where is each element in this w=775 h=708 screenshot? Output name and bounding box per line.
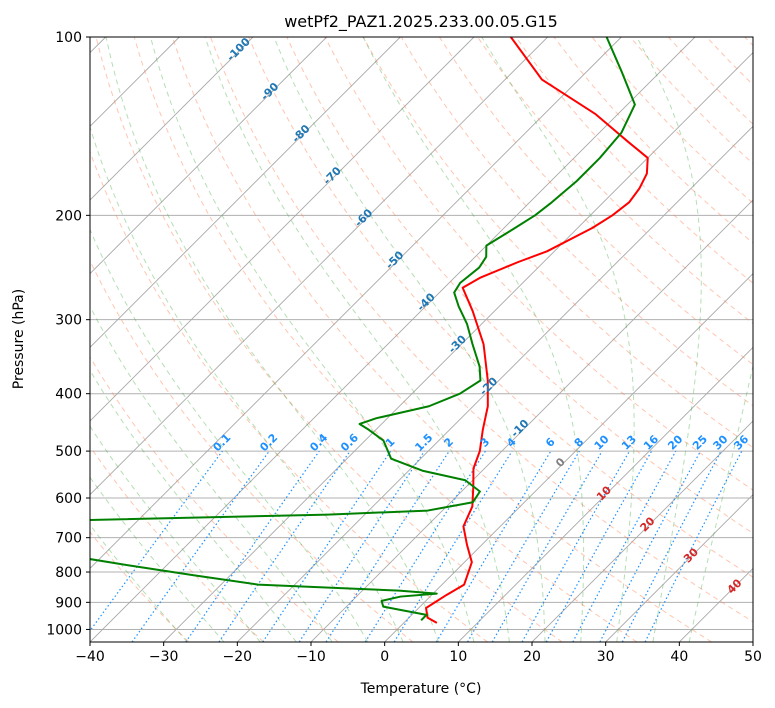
mixing-ratio-line xyxy=(131,450,270,642)
isotherm-gridline xyxy=(531,420,753,642)
moist-adiabat-line xyxy=(90,369,297,642)
temperature-profile-line xyxy=(425,37,649,624)
dry-adiabat-line xyxy=(248,37,753,578)
x-tick-label: 50 xyxy=(744,649,762,665)
x-tick-label: −30 xyxy=(149,649,179,665)
moist-adiabat-line xyxy=(481,37,635,642)
y-tick-label: 700 xyxy=(55,531,82,547)
dry-adiabat-line xyxy=(90,531,190,642)
mixing-ratio-line xyxy=(393,450,513,642)
moist-adiabat-line xyxy=(636,37,702,642)
dry-adiabat-line xyxy=(286,37,753,534)
isotherm-gridline xyxy=(384,273,753,642)
y-tick-label: 900 xyxy=(55,595,82,611)
moist-adiabat-line xyxy=(90,228,369,642)
isotherm-gridline xyxy=(90,37,254,201)
isotherm-gridline xyxy=(90,37,696,642)
moist-adiabat-line xyxy=(105,37,440,642)
x-axis-label: Temperature (°C) xyxy=(360,681,482,697)
x-tick-label: −10 xyxy=(296,649,326,665)
x-tick-label: −40 xyxy=(75,649,105,665)
isotherm-gridline xyxy=(90,37,622,569)
mixing-ratio-line xyxy=(572,450,677,642)
moist-adiabat-line xyxy=(90,476,225,642)
x-tick-label: −20 xyxy=(223,649,253,665)
y-tick-label: 100 xyxy=(55,30,82,46)
mixing-ratio-line xyxy=(262,450,392,642)
isotherm-gridline xyxy=(90,37,327,275)
dry-adiabat-line xyxy=(95,37,563,642)
moist-adiabat-line xyxy=(204,37,510,642)
mixing-ratio-line xyxy=(521,450,631,642)
dry-adiabat-line xyxy=(171,37,712,642)
dry-adiabat-line xyxy=(515,37,753,284)
isotherm-gridline xyxy=(237,125,753,642)
mixing-ratio-line xyxy=(325,450,450,642)
isotherm-gridline xyxy=(90,37,401,348)
isotherm-gridline xyxy=(458,346,753,642)
dry-adiabat-line xyxy=(400,37,753,407)
dry-adiabat-line xyxy=(90,445,264,642)
mixing-ratio-line xyxy=(644,450,743,642)
x-tick-label: 20 xyxy=(523,649,541,665)
chart-title: wetPf2_PAZ1.2025.233.00.05.G15 xyxy=(284,12,558,32)
y-tick-label: 600 xyxy=(55,491,82,507)
dry-adiabat-line xyxy=(133,37,638,642)
moist-adiabat-line xyxy=(362,37,585,642)
moist-adiabat-line xyxy=(273,37,546,642)
mixing-ratio-line xyxy=(298,450,425,642)
isotherm-gridline xyxy=(310,199,753,642)
mixing-ratio-line xyxy=(185,450,320,642)
background-lines xyxy=(90,37,753,642)
y-tick-label: 500 xyxy=(55,444,82,460)
axis-ticks: −40 −30 −20 −10 0 10 20 30 40 50 100 200 300 400 500 60… xyxy=(46,30,762,665)
dry-adiabat-line xyxy=(439,37,753,366)
y-axis-label: Pressure (hPa) xyxy=(11,289,27,389)
mixing-ratio-line xyxy=(545,450,653,642)
isotherm-gridline xyxy=(163,52,753,642)
mixing-ratio-line xyxy=(218,450,351,642)
x-tick-label: 0 xyxy=(380,649,389,665)
isotherm-gridline xyxy=(90,37,548,496)
y-tick-label: 800 xyxy=(55,565,82,581)
isotherm-gridline xyxy=(90,37,475,422)
x-tick-label: 10 xyxy=(449,649,467,665)
dry-adiabat-line xyxy=(90,150,488,642)
moist-adiabat-line xyxy=(90,524,188,642)
y-tick-label: 200 xyxy=(55,208,82,224)
profile-lines xyxy=(90,37,649,624)
dewpoint-profile-line xyxy=(90,37,636,621)
y-tick-label: 400 xyxy=(55,387,82,403)
mixing-ratio-line xyxy=(90,450,223,632)
dry-adiabat-line xyxy=(90,356,339,642)
y-tick-label: 1000 xyxy=(46,622,82,638)
moist-adiabat-line xyxy=(90,425,261,642)
y-tick-label: 300 xyxy=(55,313,82,329)
dry-adiabat-line xyxy=(210,37,753,623)
isotherm-gridline xyxy=(605,494,753,642)
plot-frame xyxy=(89,36,754,643)
dry-adiabat-line xyxy=(90,259,414,642)
x-tick-label: 30 xyxy=(597,649,615,665)
x-tick-label: 40 xyxy=(670,649,688,665)
